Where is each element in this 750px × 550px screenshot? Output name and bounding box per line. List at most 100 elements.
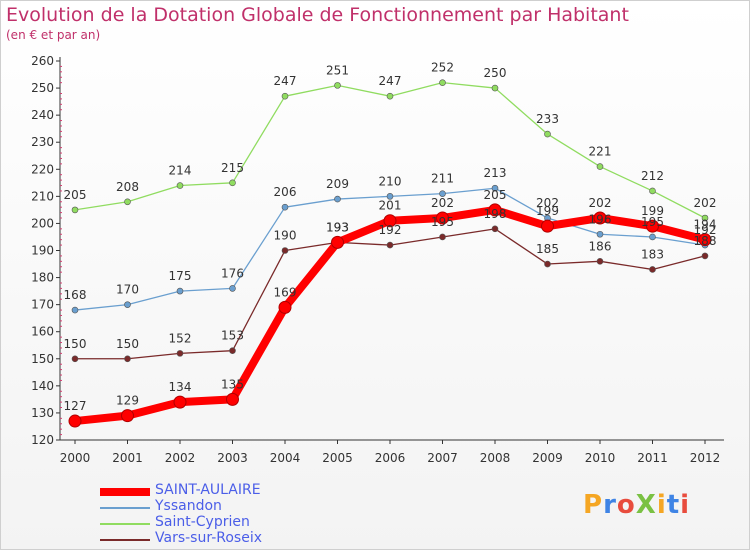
legend-swatch bbox=[100, 539, 150, 541]
x-tick-label: 2007 bbox=[427, 451, 458, 465]
y-tick-label: 170 bbox=[31, 298, 54, 312]
logo-letter: i bbox=[656, 490, 667, 520]
data-label: 196 bbox=[589, 212, 612, 226]
data-point bbox=[701, 214, 709, 222]
y-tick-label: 140 bbox=[31, 379, 54, 393]
data-label: 199 bbox=[536, 204, 559, 218]
data-label: 201 bbox=[379, 199, 402, 213]
y-tick-label: 160 bbox=[31, 325, 54, 339]
data-label: 192 bbox=[694, 223, 717, 237]
legend-swatch bbox=[100, 523, 150, 525]
x-tick-label: 2011 bbox=[637, 451, 668, 465]
data-label: 211 bbox=[431, 172, 454, 186]
data-point bbox=[71, 206, 79, 214]
data-label: 135 bbox=[221, 377, 244, 391]
data-label: 188 bbox=[694, 234, 717, 248]
data-label: 186 bbox=[589, 239, 612, 253]
data-point bbox=[386, 193, 394, 200]
data-point bbox=[701, 252, 709, 260]
logo-letter: o bbox=[616, 490, 636, 520]
data-label: 233 bbox=[536, 112, 559, 126]
data-label: 153 bbox=[221, 329, 244, 343]
legend-swatch bbox=[100, 488, 150, 496]
x-tick-label: 2002 bbox=[165, 451, 196, 465]
data-point bbox=[386, 92, 394, 100]
data-label: 134 bbox=[169, 380, 192, 394]
data-point bbox=[698, 233, 712, 247]
logo-letter: X bbox=[635, 490, 657, 520]
logo-letter: r bbox=[603, 490, 617, 520]
legend-label: Saint-Cyprien bbox=[155, 514, 250, 530]
x-tick-label: 2005 bbox=[322, 451, 353, 465]
y-tick-label: 250 bbox=[31, 81, 54, 95]
data-point bbox=[649, 233, 656, 241]
y-tick-label: 200 bbox=[31, 216, 54, 230]
data-point bbox=[71, 355, 79, 363]
x-tick-label: 2000 bbox=[60, 451, 91, 465]
data-point bbox=[541, 219, 554, 233]
data-label: 192 bbox=[379, 223, 402, 237]
logo-letter: t bbox=[666, 490, 681, 520]
data-point bbox=[281, 203, 289, 211]
data-label: 127 bbox=[64, 399, 87, 413]
data-label: 198 bbox=[484, 207, 507, 221]
legend-item-saint-cyprien: Saint-Cyprien bbox=[100, 514, 360, 532]
data-point bbox=[334, 195, 341, 203]
data-label: 202 bbox=[694, 196, 717, 210]
data-point bbox=[649, 187, 656, 195]
data-point bbox=[386, 241, 394, 249]
data-label: 185 bbox=[536, 242, 559, 256]
proxiti-logo: ProXiti bbox=[583, 490, 690, 520]
y-tick-label: 220 bbox=[31, 162, 54, 176]
data-point bbox=[173, 395, 187, 409]
data-point bbox=[176, 182, 184, 189]
data-point bbox=[229, 347, 236, 354]
data-point bbox=[229, 179, 236, 187]
data-label: 193 bbox=[326, 220, 349, 234]
data-label: 209 bbox=[326, 177, 349, 191]
data-label: 195 bbox=[641, 215, 664, 229]
data-label: 183 bbox=[641, 247, 664, 261]
y-tick-label: 260 bbox=[31, 54, 54, 68]
data-point bbox=[439, 79, 446, 86]
data-label: 169 bbox=[274, 285, 297, 299]
data-label: 193 bbox=[326, 220, 349, 234]
logo-letter: i bbox=[680, 490, 691, 520]
y-tick-label: 240 bbox=[31, 108, 54, 122]
data-label: 208 bbox=[116, 180, 139, 194]
legend-swatch bbox=[100, 507, 150, 509]
data-label: 213 bbox=[484, 166, 507, 180]
data-point bbox=[383, 214, 397, 228]
data-label: 195 bbox=[431, 215, 454, 229]
chart-subtitle: (en € et par an) bbox=[6, 28, 101, 42]
data-point bbox=[491, 84, 499, 92]
data-label: 176 bbox=[221, 266, 244, 280]
data-point bbox=[71, 306, 79, 314]
data-label: 250 bbox=[484, 66, 507, 80]
data-point bbox=[491, 225, 499, 233]
data-point bbox=[596, 163, 604, 170]
data-point bbox=[124, 301, 131, 308]
data-point bbox=[278, 300, 292, 314]
data-point bbox=[649, 266, 656, 273]
data-point bbox=[226, 392, 239, 406]
data-label: 202 bbox=[589, 196, 612, 210]
data-label: 206 bbox=[274, 185, 297, 199]
data-label: 170 bbox=[116, 283, 139, 297]
data-label: 190 bbox=[274, 229, 297, 243]
x-tick-label: 2006 bbox=[375, 451, 406, 465]
data-point bbox=[334, 82, 341, 89]
data-label: 168 bbox=[64, 288, 87, 302]
y-tick-label: 210 bbox=[31, 189, 54, 203]
data-label: 247 bbox=[379, 74, 402, 88]
data-label: 150 bbox=[64, 337, 87, 351]
y-tick-label: 190 bbox=[31, 244, 54, 258]
x-tick-label: 2009 bbox=[532, 451, 563, 465]
x-tick-label: 2008 bbox=[480, 451, 511, 465]
data-label: 247 bbox=[274, 74, 297, 88]
x-tick-label: 2010 bbox=[585, 451, 616, 465]
data-point bbox=[491, 184, 499, 192]
legend-label: SAINT-AULAIRE bbox=[155, 482, 261, 498]
data-label: 129 bbox=[116, 394, 139, 408]
